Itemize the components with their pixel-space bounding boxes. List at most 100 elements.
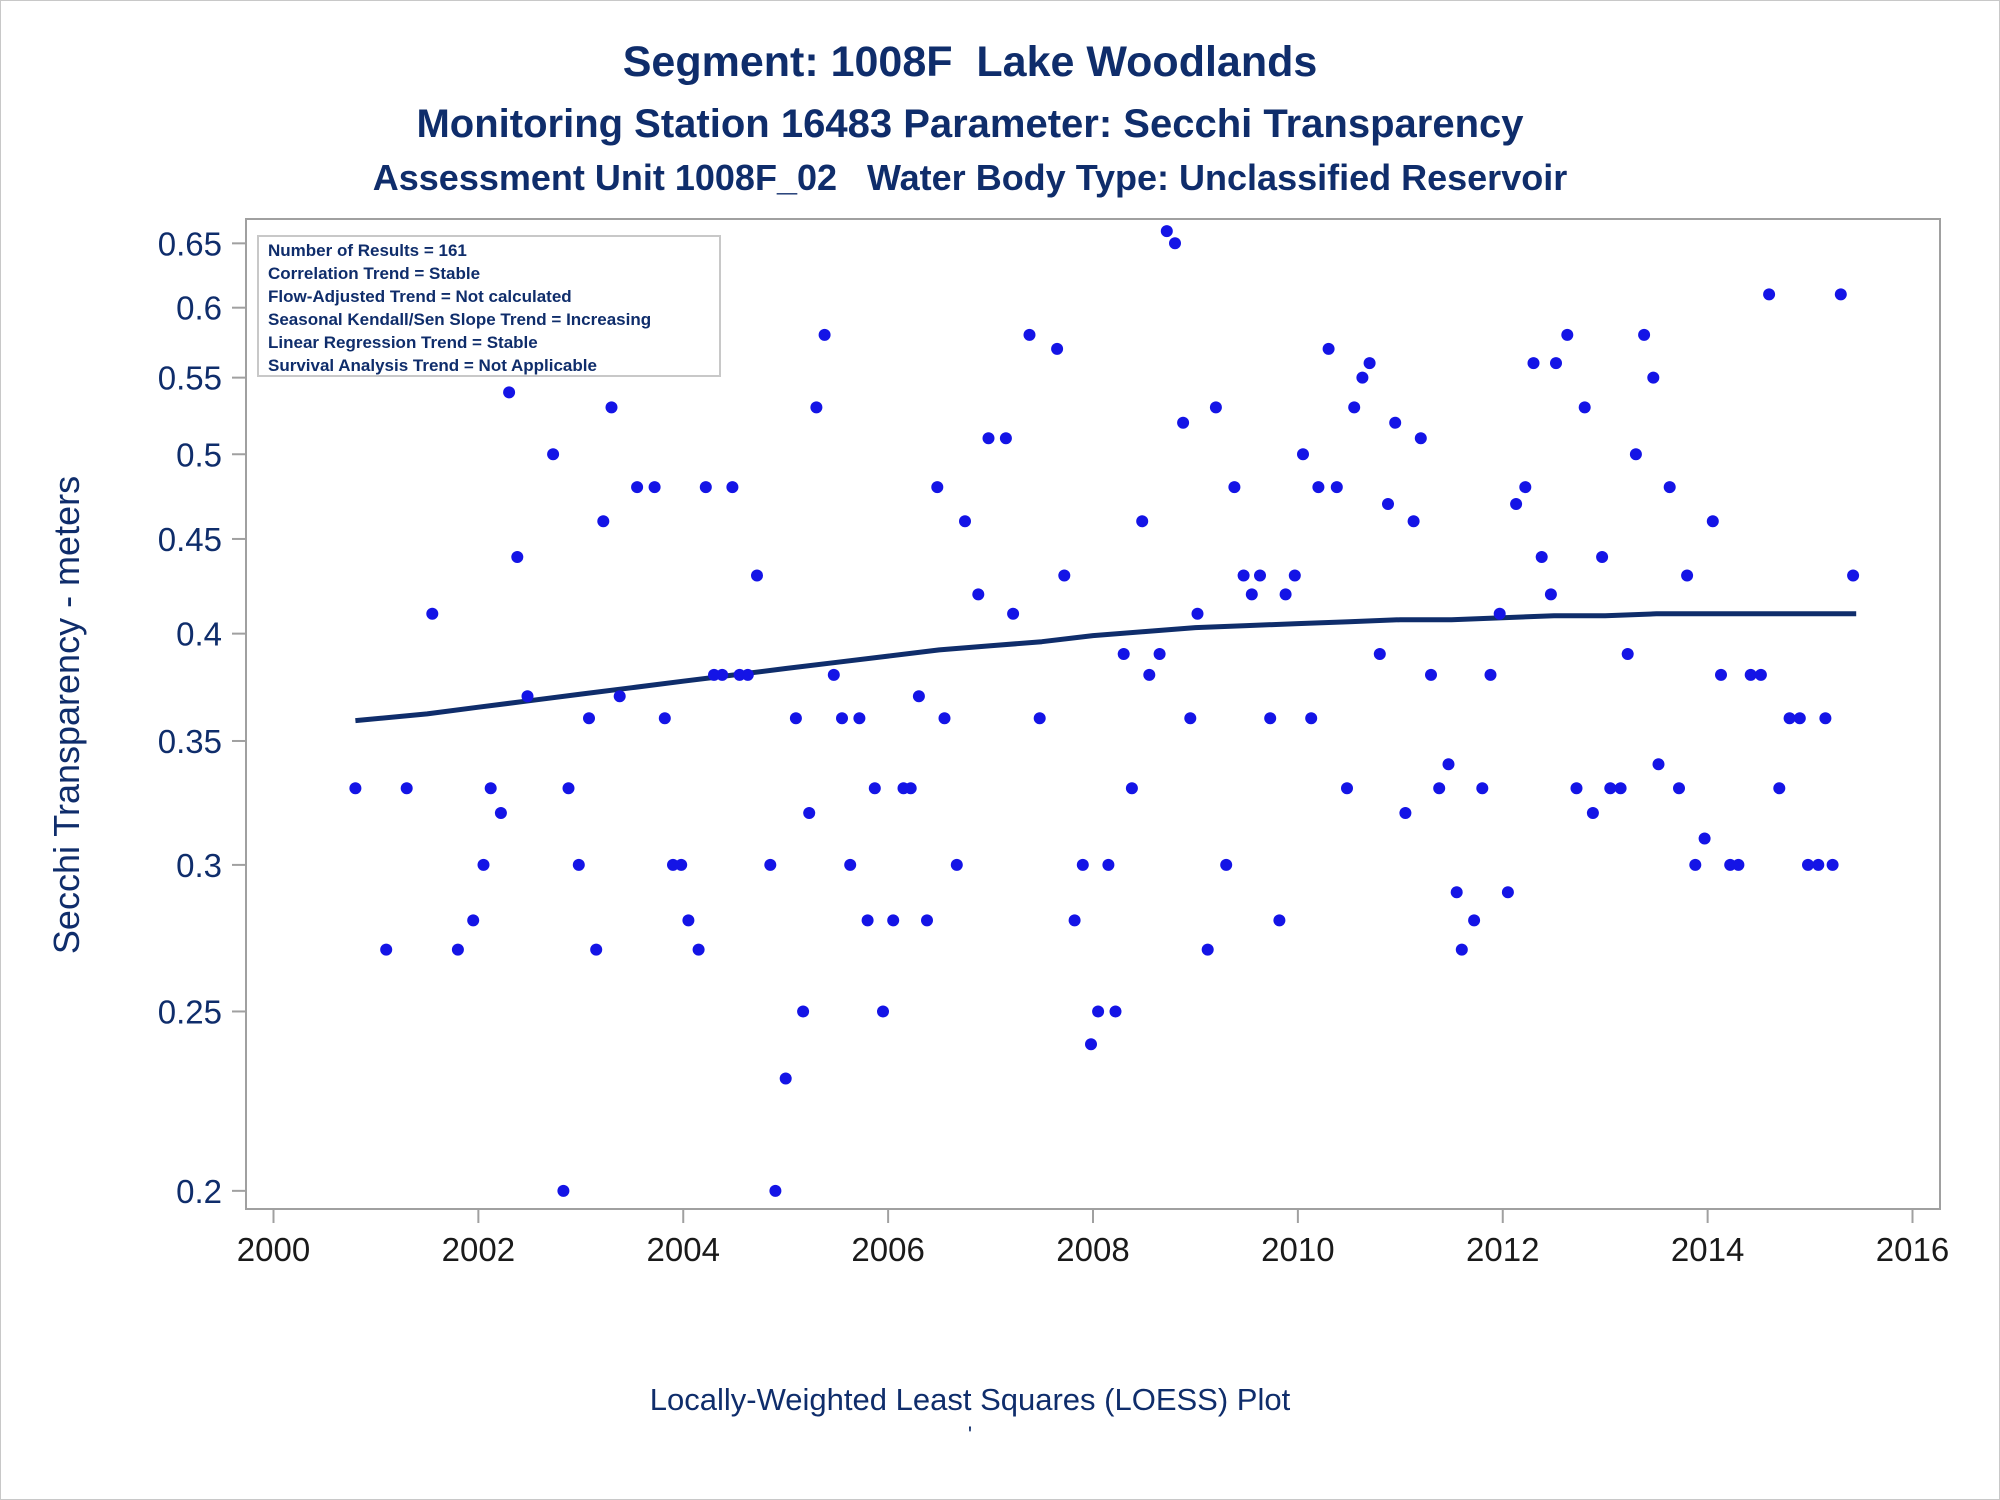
data-point bbox=[667, 858, 679, 871]
data-point bbox=[950, 858, 963, 871]
y-tick-label: 0.4 bbox=[176, 616, 222, 653]
y-tick-label: 0.65 bbox=[158, 225, 222, 262]
data-point bbox=[699, 481, 712, 494]
data-point bbox=[1348, 401, 1361, 414]
y-tick-label: 0.5 bbox=[176, 436, 222, 473]
x-tick-label: 2006 bbox=[851, 1231, 924, 1268]
data-point bbox=[1033, 712, 1046, 725]
data-point bbox=[1288, 569, 1301, 582]
data-point bbox=[741, 668, 754, 681]
data-point bbox=[521, 690, 534, 703]
data-point bbox=[1143, 668, 1156, 681]
data-point bbox=[797, 1005, 810, 1018]
data-point bbox=[675, 858, 688, 871]
data-point bbox=[562, 782, 575, 795]
data-point bbox=[613, 690, 626, 703]
x-tick-label: 2014 bbox=[1671, 1231, 1744, 1268]
data-point bbox=[1732, 858, 1745, 871]
data-point bbox=[1484, 668, 1497, 681]
data-point bbox=[818, 328, 831, 341]
data-point bbox=[1312, 481, 1325, 494]
data-point bbox=[1614, 782, 1627, 795]
data-point bbox=[1245, 588, 1258, 601]
data-point bbox=[400, 782, 413, 795]
data-point bbox=[1773, 782, 1786, 795]
data-point bbox=[982, 432, 995, 445]
data-point bbox=[1501, 886, 1514, 899]
data-point bbox=[1455, 943, 1468, 956]
data-point bbox=[494, 807, 507, 819]
data-point bbox=[692, 943, 705, 956]
data-point bbox=[1604, 782, 1617, 795]
data-point bbox=[511, 551, 524, 563]
data-point bbox=[1715, 668, 1727, 681]
data-point bbox=[484, 782, 497, 795]
data-point bbox=[1068, 914, 1081, 927]
data-point bbox=[1389, 416, 1402, 429]
data-point bbox=[1763, 288, 1776, 301]
data-point bbox=[836, 712, 848, 725]
data-point bbox=[1663, 481, 1676, 494]
data-point bbox=[605, 401, 618, 414]
stats-line: Flow-Adjusted Trend = Not calculated bbox=[268, 287, 572, 306]
data-point bbox=[1783, 712, 1796, 725]
data-point bbox=[1279, 588, 1292, 601]
data-point bbox=[572, 858, 585, 871]
data-point bbox=[1510, 498, 1523, 510]
data-point bbox=[1092, 1005, 1105, 1018]
data-point bbox=[1330, 481, 1343, 494]
data-point bbox=[904, 782, 917, 795]
data-point bbox=[1802, 858, 1814, 871]
data-point bbox=[1153, 648, 1166, 660]
footnote: Locally-Weighted Least Squares (LOESS) P… bbox=[649, 1382, 1291, 1417]
data-point bbox=[972, 588, 985, 601]
data-point bbox=[1793, 712, 1806, 725]
data-point bbox=[503, 386, 516, 399]
data-point bbox=[1209, 401, 1222, 414]
data-point bbox=[1570, 782, 1583, 795]
data-point bbox=[1051, 342, 1064, 355]
data-point bbox=[1647, 371, 1660, 384]
x-tick-label: 2000 bbox=[237, 1231, 310, 1268]
data-point bbox=[861, 914, 874, 927]
data-point bbox=[1819, 712, 1832, 725]
data-point bbox=[1382, 498, 1394, 510]
data-point bbox=[631, 481, 644, 494]
data-point bbox=[1109, 1005, 1122, 1018]
data-point bbox=[1407, 515, 1420, 528]
data-point bbox=[1297, 448, 1309, 461]
data-point bbox=[1544, 588, 1557, 601]
stats-line: Linear Regression Trend = Stable bbox=[268, 333, 538, 352]
y-tick-label: 0.6 bbox=[176, 290, 222, 327]
data-point bbox=[1305, 712, 1318, 725]
y-tick-label: 0.2 bbox=[176, 1173, 222, 1210]
x-tick-label: 2002 bbox=[442, 1231, 515, 1268]
data-point bbox=[708, 668, 720, 681]
y-tick-label: 0.3 bbox=[176, 847, 222, 884]
data-point bbox=[1184, 712, 1197, 725]
y-tick-label: 0.35 bbox=[158, 723, 222, 760]
data-point bbox=[1826, 858, 1839, 871]
data-point bbox=[1621, 648, 1634, 660]
footnote-mark: ' bbox=[967, 1422, 973, 1447]
data-point bbox=[1535, 551, 1548, 563]
data-point bbox=[547, 448, 560, 461]
data-point bbox=[1689, 858, 1702, 871]
data-point bbox=[1254, 569, 1266, 582]
data-point bbox=[1673, 782, 1685, 795]
data-point bbox=[844, 858, 857, 871]
data-point bbox=[1629, 448, 1642, 461]
data-point bbox=[1191, 607, 1204, 620]
y-axis-label: Secchi Transparency - meters bbox=[46, 476, 87, 954]
chart-title: Segment: 1008F Lake Woodlands bbox=[622, 38, 1318, 86]
data-point bbox=[349, 782, 362, 795]
data-point bbox=[1744, 668, 1757, 681]
data-point bbox=[1076, 858, 1089, 871]
data-point bbox=[557, 1184, 570, 1197]
data-point bbox=[1724, 858, 1737, 871]
loess-line bbox=[355, 611, 1857, 724]
data-point bbox=[1341, 782, 1353, 795]
data-point bbox=[1812, 858, 1825, 871]
data-point bbox=[1363, 357, 1376, 370]
data-point bbox=[1007, 607, 1020, 620]
